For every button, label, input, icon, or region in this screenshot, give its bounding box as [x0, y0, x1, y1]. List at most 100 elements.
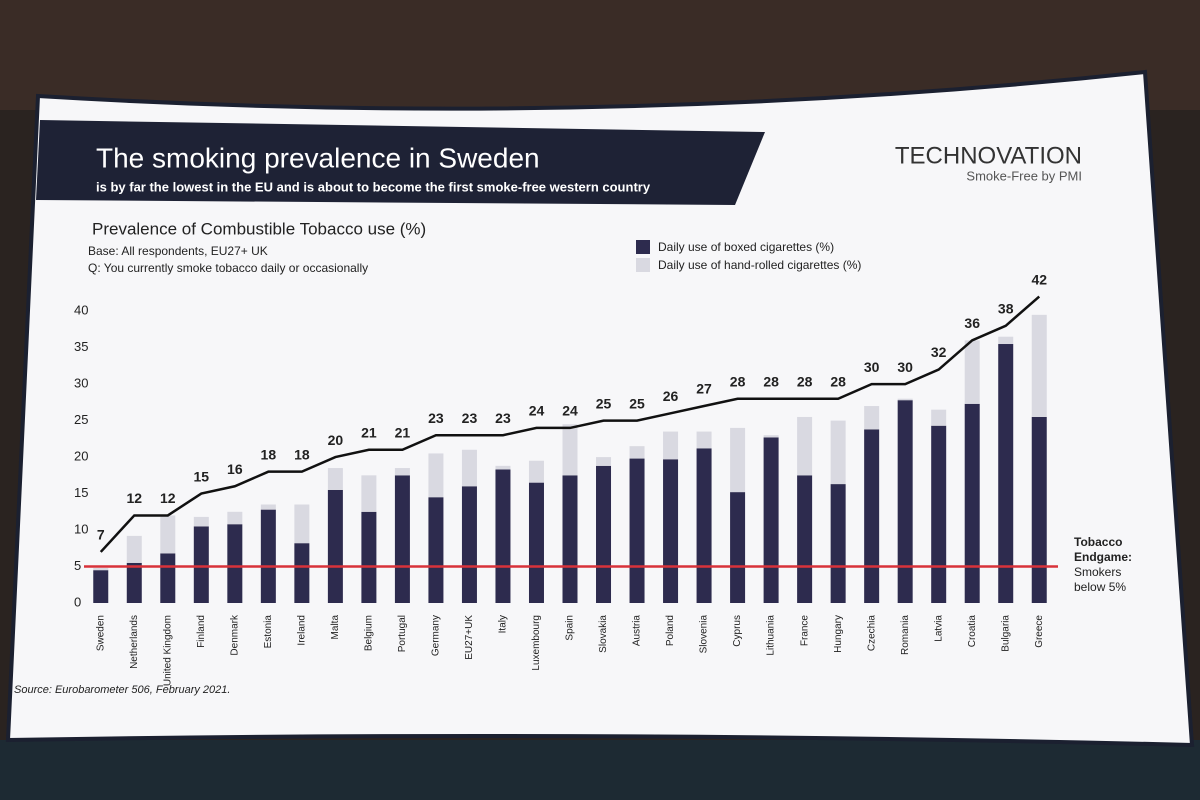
bar-segment — [495, 469, 511, 603]
x-tick-label: Luxembourg — [531, 615, 542, 671]
bar-segment — [629, 458, 645, 603]
x-tick-label: Slovenia — [699, 615, 710, 654]
x-tick-label: Bulgaria — [1000, 615, 1011, 652]
data-label: 28 — [830, 373, 846, 389]
x-tick-label: Estonia — [263, 615, 274, 649]
data-label: 28 — [797, 373, 813, 389]
bar-segment — [763, 435, 779, 438]
bar-segment — [696, 431, 712, 449]
bar-segment — [528, 482, 544, 603]
note: Q: You currently smoke tobacco daily or … — [88, 261, 368, 275]
bar-segment — [629, 446, 645, 459]
bar-segment — [864, 406, 880, 430]
data-label: 12 — [126, 490, 142, 506]
data-label: 30 — [897, 359, 913, 375]
note: Base: All respondents, EU27+ UK — [88, 244, 268, 258]
bar-segment — [897, 400, 913, 603]
threshold-label: Endgame: — [1074, 550, 1132, 564]
plot-title: Prevalence of Combustible Tobacco use (%… — [92, 219, 426, 238]
y-tick-label: 0 — [74, 594, 81, 609]
data-label: 24 — [529, 403, 545, 419]
bar-segment — [294, 543, 310, 603]
bar-segment — [294, 504, 310, 544]
bar-segment — [1031, 416, 1047, 603]
threshold-label: below 5% — [1074, 580, 1126, 594]
bar-segment — [260, 509, 276, 603]
x-tick-label: Poland — [665, 615, 676, 646]
y-tick-label: 30 — [74, 376, 88, 391]
x-tick-label: EU27+UK — [464, 615, 475, 660]
bar-segment — [428, 453, 444, 498]
bar-segment — [126, 562, 142, 603]
x-tick-label: Cyprus — [732, 615, 743, 647]
data-label: 7 — [97, 527, 105, 543]
bar-segment — [763, 437, 779, 603]
data-label: 23 — [462, 410, 478, 426]
bar-segment — [260, 504, 276, 510]
x-tick-label: Belgium — [364, 615, 375, 651]
x-tick-label: Denmark — [229, 614, 240, 656]
data-label: 20 — [328, 432, 344, 448]
x-tick-label: Romania — [900, 615, 911, 655]
bar-segment — [327, 468, 343, 490]
bar-segment — [461, 486, 477, 603]
data-label: 18 — [261, 446, 277, 462]
bar-segment — [227, 524, 243, 603]
data-label: 18 — [294, 446, 310, 462]
data-label: 23 — [428, 410, 444, 426]
legend-swatch — [636, 240, 650, 254]
y-tick-label: 40 — [74, 303, 88, 318]
data-label: 21 — [395, 424, 411, 440]
bar-segment — [797, 475, 813, 603]
data-label: 42 — [1031, 271, 1047, 287]
x-tick-label: Netherlands — [129, 615, 140, 669]
bar-segment — [663, 431, 679, 460]
y-tick-label: 15 — [74, 485, 88, 500]
x-tick-label: Finland — [196, 615, 207, 648]
bar-segment — [830, 484, 846, 603]
bar-segment — [193, 516, 209, 527]
x-tick-label: Italy — [498, 615, 509, 633]
legend-swatch — [636, 258, 650, 272]
title-banner — [36, 120, 765, 205]
x-tick-label: France — [799, 615, 810, 647]
data-label: 28 — [730, 373, 746, 389]
x-tick-label: Czechia — [866, 615, 877, 652]
x-tick-label: Croatia — [967, 615, 978, 648]
source: Source: Eurobarometer 506, February 2021… — [14, 684, 230, 696]
bar-segment — [897, 398, 913, 401]
y-tick-label: 20 — [74, 449, 88, 464]
bar-segment — [528, 460, 544, 483]
x-tick-label: Hungary — [833, 615, 844, 653]
bar-segment — [93, 567, 109, 571]
bar-segment — [93, 570, 109, 603]
data-label: 36 — [964, 315, 980, 331]
bar-segment — [998, 344, 1014, 603]
bar-segment — [461, 449, 477, 487]
data-label: 38 — [998, 300, 1014, 316]
bar-segment — [428, 497, 444, 603]
x-tick-label: Greece — [1034, 615, 1045, 648]
bar-segment — [797, 416, 813, 476]
bar-segment — [193, 526, 209, 603]
bar-segment — [596, 457, 612, 466]
data-label: 24 — [562, 403, 578, 419]
y-tick-label: 35 — [74, 339, 88, 354]
bar-segment — [998, 336, 1014, 345]
x-tick-label: Germany — [431, 615, 442, 656]
bar-segment — [361, 511, 377, 603]
data-label: 28 — [763, 373, 779, 389]
bar-segment — [562, 424, 578, 476]
threshold-label: Smokers — [1074, 565, 1121, 579]
brand-tagline: Smoke-Free by PMI — [966, 168, 1082, 183]
background-floor — [0, 740, 1200, 800]
bar-segment — [931, 409, 947, 426]
brand-name: TECHNOVATION — [895, 142, 1082, 169]
data-label: 15 — [194, 468, 210, 484]
data-label: 16 — [227, 461, 243, 477]
x-tick-label: Spain — [565, 615, 576, 641]
x-tick-label: Sweden — [95, 615, 106, 651]
total-line — [99, 295, 1041, 553]
